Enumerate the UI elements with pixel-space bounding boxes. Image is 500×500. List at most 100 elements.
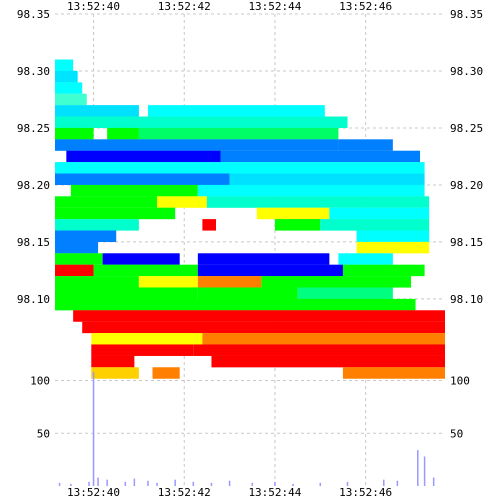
heatmap-band-20 <box>157 196 207 208</box>
heatmap-band-57 <box>91 367 139 379</box>
x-tick-label-bottom-2: 13:52:44 <box>248 486 301 499</box>
heatmap-band-14 <box>55 162 425 174</box>
heatmap-band-34 <box>102 253 180 265</box>
heatmap-band-28 <box>320 219 430 231</box>
heatmap-band-56 <box>211 355 445 368</box>
volume-bar-8 <box>147 480 149 486</box>
heatmap-band-21 <box>206 196 430 208</box>
heatmap-band-12 <box>66 150 221 163</box>
volume-bar-15 <box>274 481 276 486</box>
heatmap-band-1 <box>55 70 78 83</box>
volume-bar-13 <box>228 480 231 486</box>
volume-bar-12 <box>210 482 213 486</box>
price-tick-label-left-3: 98.20 <box>17 179 50 192</box>
x-tick-label-top-1: 13:52:42 <box>158 0 211 13</box>
price-tick-label-left-5: 98.10 <box>17 293 50 306</box>
heatmap-band-7 <box>55 127 94 140</box>
heatmap-band-37 <box>55 264 94 277</box>
heatmap-band-15 <box>55 173 230 186</box>
heatmap-band-35 <box>197 253 330 265</box>
volume-bar-20 <box>396 480 399 486</box>
heatmap-band-27 <box>274 219 321 231</box>
heatmap-band-17 <box>70 184 198 197</box>
x-tick-label-bottom-1: 13:52:42 <box>158 486 211 499</box>
heatmap-band-23 <box>256 207 330 220</box>
price-tick-label-left-0: 98.35 <box>17 8 50 21</box>
heatmap-band-5 <box>147 105 325 117</box>
heatmap-band-0 <box>55 59 74 72</box>
heatmap-band-44 <box>261 276 411 288</box>
heatmap-band-9 <box>138 127 339 140</box>
volume-bar-11 <box>192 481 195 486</box>
volume-bar-14 <box>251 482 254 486</box>
heatmap-band-42 <box>138 276 198 288</box>
price-tick-label-right-0: 98.35 <box>450 8 483 21</box>
heatmap-band-13 <box>220 150 421 163</box>
heatmap-band-41 <box>55 276 139 288</box>
price-tick-label-left-4: 98.15 <box>17 236 50 249</box>
heatmap-band-11 <box>338 139 393 151</box>
volume-bar-19 <box>383 479 385 486</box>
heatmap-band-8 <box>107 127 139 140</box>
tick-labels: 13:52:40 13:52:40 13:52:42 13:52:42 13:52:44… <box>17 0 483 499</box>
volume-bar-23 <box>432 477 435 486</box>
volume-bar-1 <box>70 483 72 486</box>
x-tick-label-bottom-0: 13:52:40 <box>67 486 120 499</box>
volume-bars <box>58 372 435 486</box>
heatmap-band-45 <box>55 287 198 299</box>
heatmap-band-4 <box>55 105 139 117</box>
heatmap-band-32 <box>356 241 430 254</box>
volume-bar-4 <box>97 477 99 486</box>
x-tick-label-top-2: 13:52:44 <box>248 0 301 13</box>
heatmap-band-52 <box>202 333 445 345</box>
heatmap-bands <box>55 59 446 379</box>
heatmap-band-53 <box>91 344 194 356</box>
heatmap-band-48 <box>55 298 416 311</box>
heatmap-band-55 <box>91 355 135 368</box>
heatmap-band-51 <box>91 333 203 345</box>
heatmap-band-6 <box>55 116 348 129</box>
volume-bar-5 <box>106 479 108 486</box>
volume-tick-label-left-1: 50 <box>37 427 50 440</box>
volume-bar-16 <box>292 483 294 486</box>
volume-bar-6 <box>124 481 127 486</box>
heatmap-band-2 <box>55 82 83 94</box>
volume-bar-22 <box>423 456 426 486</box>
heatmap-band-31 <box>55 241 99 254</box>
volume-bar-2 <box>88 481 90 486</box>
x-tick-label-bottom-3: 13:52:46 <box>339 486 392 499</box>
volume-bar-17 <box>319 482 322 486</box>
heatmap-band-46 <box>197 287 298 299</box>
heatmap-band-19 <box>55 196 158 208</box>
heatmap-band-22 <box>55 207 176 220</box>
heatmap-band-59 <box>342 367 445 379</box>
heatmap-band-26 <box>202 219 216 231</box>
price-tick-label-right-4: 98.15 <box>450 236 483 249</box>
price-tick-label-right-2: 98.25 <box>450 122 483 135</box>
heatmap-band-3 <box>55 93 87 106</box>
volume-bar-3 <box>92 372 95 486</box>
heatmap-band-16 <box>229 173 425 186</box>
x-tick-label-top-3: 13:52:46 <box>339 0 392 13</box>
volume-bar-7 <box>133 478 136 486</box>
heatmap-band-36 <box>338 253 393 265</box>
price-tick-label-right-3: 98.20 <box>450 179 483 192</box>
volume-bar-9 <box>156 482 158 486</box>
heatmap-band-39 <box>197 264 343 277</box>
heatmap-band-29 <box>55 230 117 242</box>
volume-bar-10 <box>174 479 176 486</box>
heatmap-band-49 <box>73 310 446 322</box>
price-tick-label-right-5: 98.10 <box>450 293 483 306</box>
volume-tick-label-right-0: 100 <box>450 375 470 388</box>
volume-tick-label-left-0: 100 <box>30 375 50 388</box>
heatmap-band-50 <box>82 321 446 334</box>
heatmap-band-18 <box>197 184 425 197</box>
heatmap-band-33 <box>55 253 103 265</box>
price-tick-label-left-1: 98.30 <box>17 65 50 78</box>
volume-bar-18 <box>346 481 349 486</box>
heatmap-band-40 <box>342 264 425 277</box>
volume-tick-label-right-1: 50 <box>450 427 463 440</box>
heatmap-band-10 <box>55 139 339 151</box>
price-tick-label-right-1: 98.30 <box>450 65 483 78</box>
